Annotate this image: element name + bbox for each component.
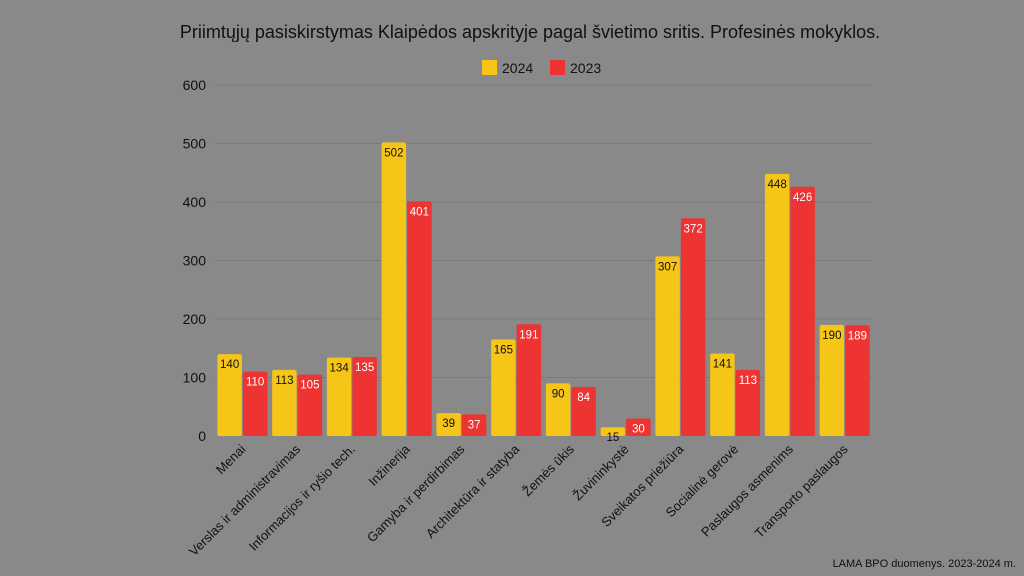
x-tick-label: Gamyba ir perdirbimas xyxy=(364,441,468,545)
bar-2024-5 xyxy=(491,339,516,436)
bar-2024-0 xyxy=(217,354,242,436)
source-note: LAMA BPO duomenys. 2023-2024 m. xyxy=(833,558,1016,570)
value-label-2024-7: 15 xyxy=(606,432,619,444)
bar-2024-10 xyxy=(764,173,790,437)
bar-2023-11 xyxy=(845,325,870,436)
value-label-2024-5: 165 xyxy=(494,344,513,356)
x-tick-label: Inžinerija xyxy=(365,441,413,489)
value-label-2024-4: 39 xyxy=(442,418,455,430)
bar-2024-9 xyxy=(710,353,735,436)
value-label-2024-0: 140 xyxy=(220,359,239,371)
bar-2023-10 xyxy=(790,186,815,436)
legend: 2024 2023 xyxy=(482,60,601,76)
y-tick-label: 400 xyxy=(183,194,207,210)
bar-2024-4 xyxy=(436,413,461,436)
x-tick-label: Menai xyxy=(213,441,249,477)
bar-2023-4 xyxy=(461,414,487,436)
value-label-2023-3: 401 xyxy=(410,206,429,218)
x-tick-label: Žemės ūkis xyxy=(519,441,577,499)
y-tick-label: 0 xyxy=(198,428,206,444)
value-label-2024-11: 190 xyxy=(822,330,841,342)
bar-2023-3 xyxy=(407,201,432,436)
bar-2023-2 xyxy=(352,357,377,436)
bar-2023-6 xyxy=(571,386,596,436)
y-tick-label: 100 xyxy=(183,370,207,386)
x-tick-label: Verslas ir administravimas xyxy=(186,441,304,559)
y-tick-label: 200 xyxy=(183,311,207,327)
gridlines xyxy=(215,84,872,378)
value-label-2024-6: 90 xyxy=(552,388,565,400)
legend-label-2023: 2023 xyxy=(570,60,601,76)
bar-2024-1 xyxy=(272,369,297,436)
y-tick-label: 300 xyxy=(183,253,207,269)
bar-2023-1 xyxy=(297,374,323,436)
bar-2023-7 xyxy=(626,418,651,436)
value-label-2023-9: 113 xyxy=(739,375,757,387)
legend-label-2024: 2024 xyxy=(502,60,533,76)
bar-2024-11 xyxy=(819,324,845,436)
value-label-2024-8: 307 xyxy=(658,261,677,273)
y-tick-label: 500 xyxy=(183,136,207,152)
value-label-2023-2: 135 xyxy=(355,362,374,374)
value-label-2024-10: 448 xyxy=(768,179,787,191)
value-label-2023-6: 84 xyxy=(577,392,590,404)
value-label-2023-1: 105 xyxy=(300,380,319,392)
bar-2024-8 xyxy=(655,256,680,436)
chart-title: Priimtųjų pasiskirstymas Klaipėdos apskr… xyxy=(180,22,880,42)
value-label-2024-9: 141 xyxy=(713,359,732,371)
value-label-2024-1: 113 xyxy=(275,375,293,387)
value-label-2023-8: 372 xyxy=(684,223,703,235)
value-label-2023-5: 191 xyxy=(519,329,538,341)
value-label-2024-3: 502 xyxy=(384,147,403,159)
bar-2023-8 xyxy=(680,218,706,436)
bar-2024-7 xyxy=(600,427,626,436)
value-label-2023-7: 30 xyxy=(632,423,645,435)
y-axis: 0 100 200 300 400 500 600 xyxy=(183,77,207,444)
x-tick-label: Architektūra ir statyba xyxy=(423,441,523,541)
x-tick-label: Paslaugos asmenims xyxy=(698,441,796,539)
bar-2023-5 xyxy=(516,324,542,436)
y-tick-label: 600 xyxy=(183,77,207,93)
legend-swatch-2023 xyxy=(550,60,565,75)
value-label-2024-2: 134 xyxy=(330,363,350,375)
bar-2024-6 xyxy=(545,383,571,436)
value-label-2023-10: 426 xyxy=(793,192,812,204)
value-label-2023-11: 189 xyxy=(848,330,867,342)
bars: 140 110 113 105 134 135 502 401 39 37 165 191 90 84 15… xyxy=(217,142,870,444)
value-label-2023-0: 110 xyxy=(246,377,264,389)
x-tick-label: Transporto paslaugos xyxy=(752,441,852,541)
bar-2024-3 xyxy=(381,142,407,436)
bar-2023-0 xyxy=(242,371,268,436)
x-tick-label: Informacijos ir ryšio tech. xyxy=(246,442,358,554)
bar-2024-2 xyxy=(326,357,352,436)
value-label-2023-4: 37 xyxy=(468,419,481,431)
bar-2023-9 xyxy=(735,369,761,436)
legend-swatch-2024 xyxy=(482,60,497,75)
